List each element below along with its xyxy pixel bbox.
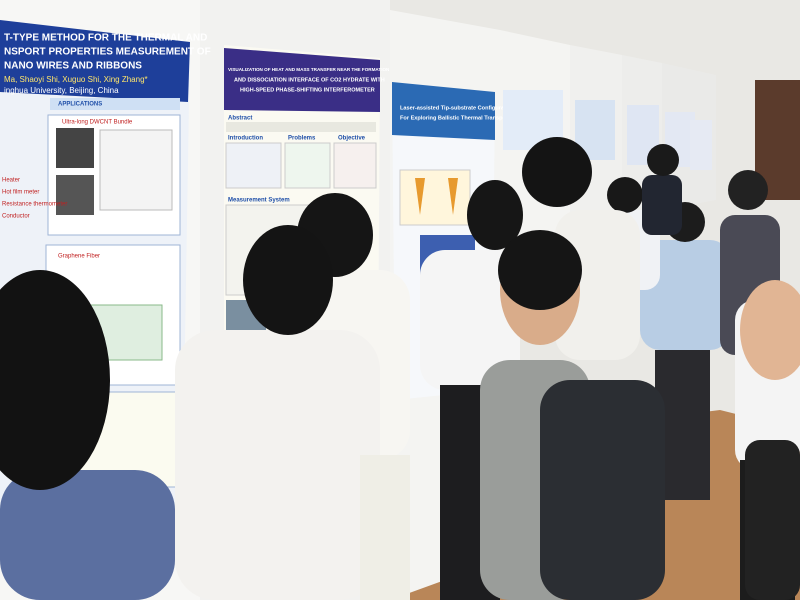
poster-label: Conductor bbox=[2, 214, 30, 220]
figure bbox=[399, 169, 471, 226]
figure-shape bbox=[415, 178, 425, 215]
person-shirt bbox=[745, 440, 800, 600]
person-head bbox=[243, 225, 333, 335]
figure bbox=[99, 129, 173, 211]
section-heading: Graphene Fiber bbox=[58, 254, 100, 260]
tote-bag bbox=[360, 455, 410, 600]
person-shirt bbox=[0, 470, 175, 600]
person-face bbox=[740, 280, 800, 380]
person-shirt bbox=[555, 210, 640, 360]
person-head bbox=[498, 230, 582, 310]
poster bbox=[690, 120, 712, 170]
figure bbox=[225, 142, 282, 189]
section-heading: Measurement System bbox=[228, 198, 290, 204]
poster-label: Hot film meter bbox=[2, 190, 39, 196]
poster-title: VISUALIZATION OF HEAT AND MASS TRANSFER … bbox=[228, 67, 390, 72]
person-shirt bbox=[175, 330, 380, 600]
person-head bbox=[467, 180, 523, 250]
figure bbox=[56, 175, 94, 215]
person-shirt bbox=[640, 240, 730, 350]
poster-label: Heater bbox=[2, 178, 20, 184]
poster-title: NANO WIRES AND RIBBONS bbox=[4, 61, 142, 72]
poster-title: HIGH-SPEED PHASE-SHIFTING INTERFEROMETER bbox=[240, 87, 375, 93]
poster-title: AND DISSOCIATION INTERFACE OF CO2 HYDRAT… bbox=[234, 77, 385, 83]
poster-banner bbox=[224, 48, 380, 112]
section-heading: Problems bbox=[288, 136, 316, 142]
person-head bbox=[728, 170, 768, 210]
section-heading: APPLICATIONS bbox=[58, 102, 102, 108]
person-head bbox=[607, 177, 643, 213]
poster-banner bbox=[392, 82, 495, 140]
person-head bbox=[522, 137, 592, 207]
figure bbox=[56, 128, 94, 168]
section-heading: Abstract bbox=[228, 116, 252, 122]
person-shirt bbox=[420, 250, 520, 390]
poster-label: Resistance thermometer bbox=[2, 202, 67, 208]
section-heading: Ultra-long DWCNT Bundle bbox=[62, 120, 133, 126]
poster-title: For Exploring Ballistic Thermal Transpor… bbox=[400, 115, 510, 121]
person-head bbox=[647, 144, 679, 176]
section-bar bbox=[50, 98, 180, 110]
poster-authors: Ma, Shaoyi Shi, Xuguo Shi, Xing Zhang* bbox=[4, 75, 148, 84]
backpack bbox=[540, 380, 665, 600]
person-shirt bbox=[642, 175, 682, 235]
poster-title: Laser-assisted Tip-substrate Configurati… bbox=[400, 105, 515, 111]
figure-shape bbox=[448, 178, 458, 215]
poster-title: T-TYPE METHOD FOR THE THERMAL AND bbox=[4, 33, 207, 44]
poster-title: NSPORT PROPERTIES MEASUREMENT OF bbox=[4, 47, 211, 58]
section-heading: Introduction bbox=[228, 136, 263, 142]
figure bbox=[284, 142, 331, 189]
section-heading: Objective bbox=[338, 136, 366, 142]
person-head bbox=[0, 270, 110, 490]
crowd bbox=[0, 137, 800, 600]
poster-banner bbox=[0, 20, 190, 102]
poster-affiliation: inghua University, Beijing, China bbox=[4, 86, 119, 95]
text-block bbox=[226, 122, 376, 132]
figure bbox=[333, 142, 377, 189]
